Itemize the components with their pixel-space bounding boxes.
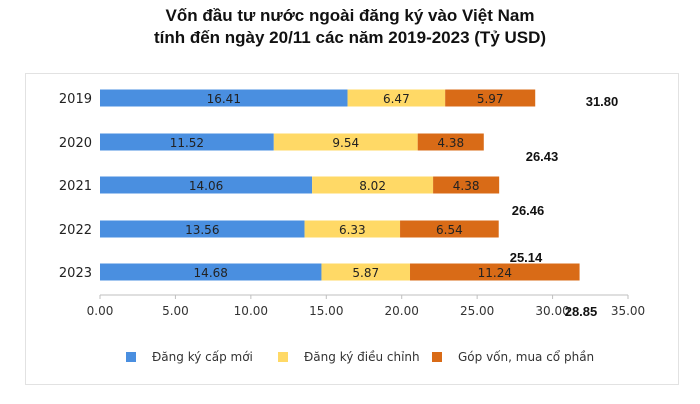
y-category-label: 2019 [59,92,92,107]
bar-segment [100,176,313,194]
x-tick-label: 35.00 [611,304,645,318]
bar-value-label: 6.33 [339,223,366,237]
legend-swatch [432,352,442,362]
legend-label: Góp vốn, mua cổ phần [458,350,594,364]
bar-segment [100,133,274,151]
x-tick-label: 10.00 [234,304,268,318]
bar-value-label: 6.47 [383,92,410,106]
bar-segment [445,89,536,107]
x-tick-label: 0.00 [87,304,114,318]
total-value-label: 26.46 [512,203,545,218]
bar-segment [273,133,418,151]
bar-segment [347,89,446,107]
legend-swatch [278,352,288,362]
bar-value-label: 9.54 [332,136,359,150]
chart-title-line2: tính đến ngày 20/11 các năm 2019-2023 (T… [153,28,547,47]
x-tick-label: 15.00 [309,304,343,318]
bar-value-label: 13.56 [185,223,219,237]
bar-segment [321,263,411,281]
bar-value-label: 11.24 [478,266,512,280]
total-value-label: 25.14 [510,250,543,265]
bar-value-label: 6.54 [436,223,463,237]
chart-title-line1: Vốn đầu tư nước ngoài đăng ký vào Việt N… [165,6,535,25]
legend-swatch [126,352,136,362]
y-category-label: 2022 [59,223,92,238]
x-tick-label: 25.00 [460,304,494,318]
bar-value-label: 11.52 [170,136,204,150]
bar-segment [312,176,434,194]
y-category-label: 2023 [59,266,92,281]
y-category-label: 2021 [59,179,92,194]
y-category-label: 2020 [59,136,92,151]
bar-value-label: 4.38 [453,179,480,193]
bar-segment [433,176,500,194]
bar-value-label: 8.02 [359,179,386,193]
total-value-label: 28.85 [565,304,598,319]
x-tick-label: 20.00 [385,304,419,318]
bar-segment [400,220,499,238]
bar-segment [100,89,348,107]
x-tick-label: 5.00 [162,304,189,318]
total-value-label: 26.43 [526,149,559,164]
bar-value-label: 16.41 [207,92,241,106]
x-tick-label: 30.00 [535,304,569,318]
bar-value-label: 5.87 [352,266,379,280]
bar-segment [417,133,484,151]
bar-value-label: 14.68 [194,266,228,280]
bar-segment [100,220,305,238]
bar-segment [304,220,401,238]
bar-value-label: 14.06 [189,179,223,193]
bar-segment [100,263,322,281]
total-value-label: 31.80 [586,94,619,109]
bar-value-label: 5.97 [477,92,504,106]
bar-value-label: 4.38 [437,136,464,150]
legend-label: Đăng ký cấp mới [152,350,253,364]
legend-label: Đăng ký điều chỉnh [304,350,420,364]
bar-segment [410,263,580,281]
